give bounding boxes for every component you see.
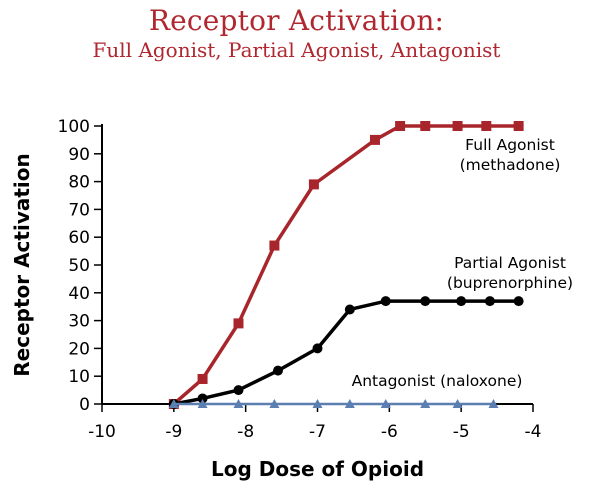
x-tick-label: -8 [237,422,254,442]
chart-subtitle: Full Agonist, Partial Agonist, Antagonis… [92,38,501,62]
y-tick-label: 0 [79,395,90,415]
data-point [481,121,492,131]
series-partial-agonist [168,296,524,409]
data-point [233,399,244,408]
x-tick-label: -7 [309,422,326,442]
data-point [513,121,524,131]
data-point [420,121,431,131]
series-label: Full Agonist [465,136,555,154]
data-point [452,399,463,408]
data-point [395,121,406,131]
series-full-agonist [168,121,524,409]
data-point [197,399,208,408]
data-point [269,240,280,251]
y-tick-label: 70 [68,200,90,220]
series-label: (methadone) [460,156,561,174]
x-tick-label: -5 [453,422,470,442]
data-point [488,399,499,408]
data-point [308,179,319,190]
series-layer [168,121,524,409]
y-tick-label: 50 [68,256,90,276]
y-tick-label: 20 [68,339,90,359]
series-labels: Full Agonist (methadone) Partial Agonist (b… [352,136,574,390]
data-point [272,365,283,376]
y-tick-label: 40 [68,284,90,304]
series-label: Antagonist (naloxone) [352,372,523,390]
data-point [484,296,495,307]
axes: 0 10 20 30 40 50 60 70 80 90 100 -10 -9 -8 -7 -6 -5 -4 [58,117,542,442]
data-point [233,318,244,329]
data-point [380,399,391,408]
data-point [380,296,391,307]
x-tick-label: -6 [381,422,398,442]
x-tick-label: -9 [165,422,182,442]
chart-title: Receptor Activation: [148,4,445,37]
data-point [456,296,467,307]
data-point [168,399,179,408]
y-axis-label: Receptor Activation [10,153,34,377]
data-point [197,373,208,384]
y-tick-label: 10 [68,367,90,387]
y-tick-label: 60 [68,228,90,248]
data-point [233,385,244,396]
y-tick-label: 90 [68,145,90,165]
data-point [312,343,323,354]
series-label: Partial Agonist [454,254,566,272]
data-point [369,134,380,145]
x-tick-label: -10 [88,422,116,442]
x-tick-label: -4 [525,422,542,442]
y-tick-label: 80 [68,173,90,193]
data-point [312,399,323,408]
data-point [344,304,355,315]
data-point [269,399,280,408]
data-point [420,399,431,408]
series-antagonist-naloxone [168,399,499,408]
y-tick-label: 100 [58,117,90,137]
data-point [344,399,355,408]
data-point [197,393,208,404]
y-tick-label: 30 [68,312,90,332]
series-label: (buprenorphine) [447,274,573,292]
data-point [420,296,431,307]
data-point [513,296,524,307]
data-point [452,121,463,131]
x-axis-label: Log Dose of Opioid [211,457,424,481]
